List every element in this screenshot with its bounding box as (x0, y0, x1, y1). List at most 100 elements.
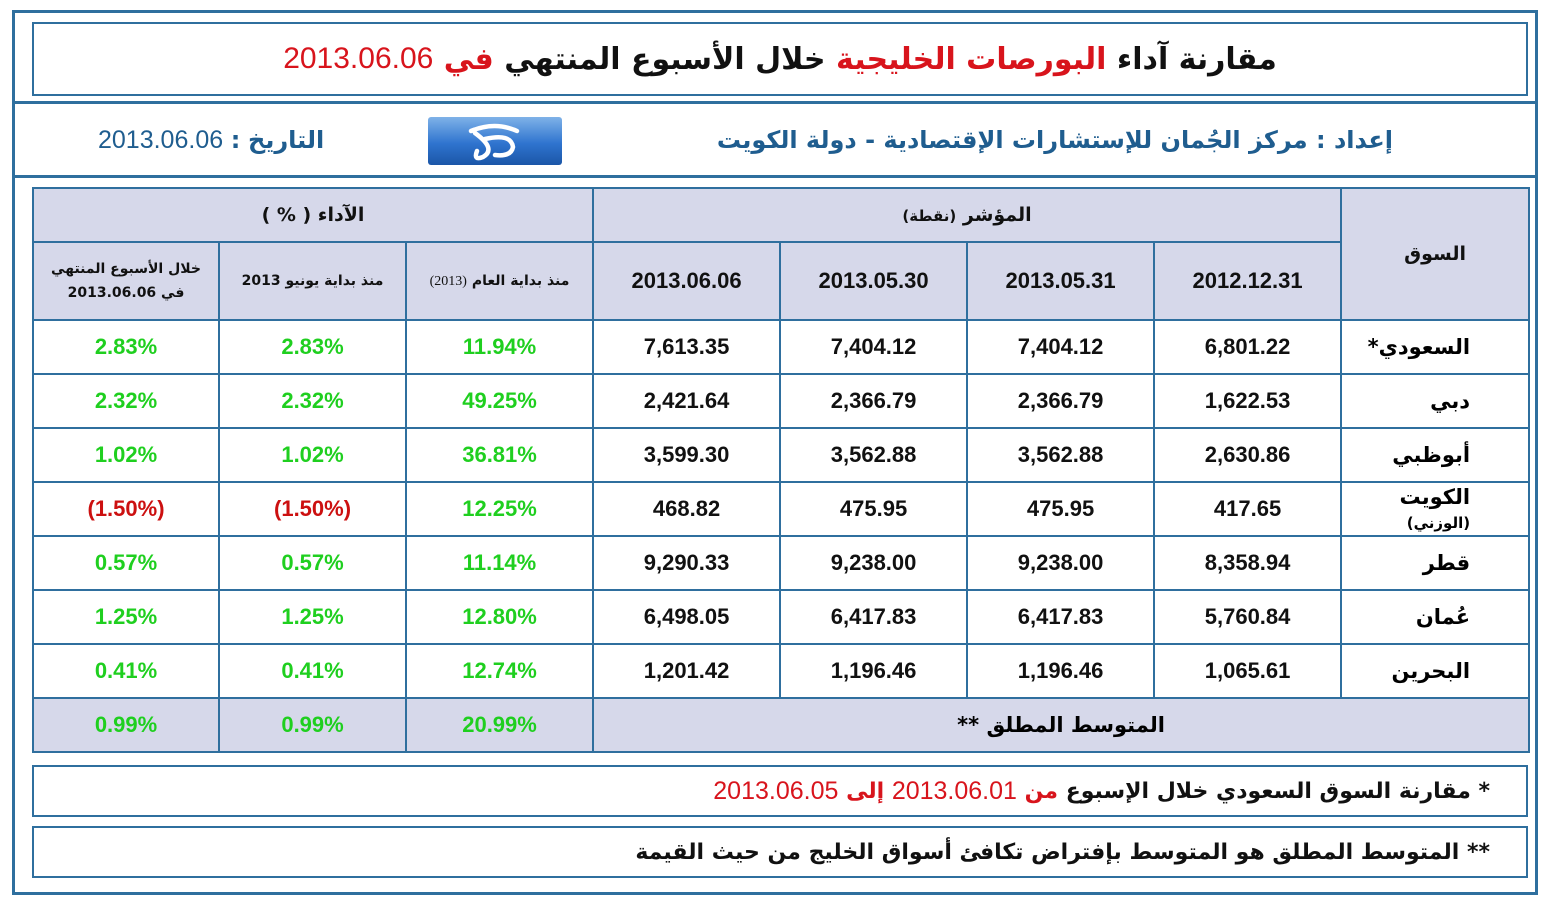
index-value: 1,201.42 (592, 643, 782, 699)
june-value: (1.50%) (218, 481, 408, 537)
note-saudi: * مقارنة السوق السعودي خلال الإسبوع من 2… (32, 765, 1528, 817)
note1-from: من (1024, 778, 1059, 804)
prepared-value: مركز الجُمان للإستشارات الإقتصادية - دول… (716, 126, 1308, 154)
june-value: 1.02% (218, 427, 408, 483)
market-suffix: (الوزني) (1406, 514, 1471, 532)
title-part3: خلال الأسبوع المنتهي (504, 41, 826, 77)
index-value: 1,065.61 (1153, 643, 1343, 699)
index-value: 475.95 (779, 481, 969, 537)
index-value: 1,196.46 (966, 643, 1156, 699)
market-label: أبوظبي (1392, 443, 1471, 467)
index-value: 7,404.12 (779, 319, 969, 375)
date-col-header: 2013.06.06 (592, 241, 782, 321)
performance-header: الآداء ( % ) (31, 187, 595, 243)
table-row: عُمان 5,760.84 6,417.83 6,417.83 6,498.05 12… (31, 589, 1531, 645)
title-part2: البورصات الخليجية (836, 41, 1107, 77)
june-value: 2.83% (218, 319, 408, 375)
index-value: 9,290.33 (592, 535, 782, 591)
table-row: البحرين 1,065.61 1,196.46 1,196.46 1,201.42… (31, 643, 1531, 699)
index-header-unit: (نقطة) (902, 207, 957, 225)
report-date: التاريخ : 2013.06.06 (98, 110, 324, 170)
average-label: المتوسط المطلق ** (592, 697, 1531, 753)
index-header-label: المؤشر (962, 204, 1032, 226)
note1-date1: 2013.06.01 (891, 776, 1017, 805)
index-value: 6,801.22 (1153, 319, 1343, 375)
title-part1: مقارنة آداء (1116, 41, 1277, 77)
june-value: 1.25% (218, 589, 408, 645)
page-title: مقارنة آداء البورصات الخليجية خلال الأسب… (32, 22, 1528, 96)
ytd-value: 12.74% (405, 643, 595, 699)
table-body: السعودي* 6,801.22 7,404.12 7,404.12 7,613.3… (31, 319, 1531, 699)
index-value: 417.65 (1153, 481, 1343, 537)
index-value: 2,630.86 (1153, 427, 1343, 483)
date-label: التاريخ (248, 126, 325, 154)
index-value: 7,404.12 (966, 319, 1156, 375)
week-value: 0.41% (31, 643, 221, 699)
index-value: 7,613.35 (592, 319, 782, 375)
market-name: عُمان (1340, 589, 1531, 645)
table-row: الكويت (الوزني) 417.65 475.95 475.95 468.82 1… (31, 481, 1531, 537)
market-name: قطر (1340, 535, 1531, 591)
index-value: 5,760.84 (1153, 589, 1343, 645)
ytd-col-header: منذ بداية العام (2013) (405, 241, 595, 321)
prepared-sep: : (1316, 126, 1326, 154)
index-value: 475.95 (966, 481, 1156, 537)
ytd-col-label: منذ بداية العام (471, 272, 570, 289)
note1-to: إلى (846, 778, 885, 804)
ytd-value: 12.25% (405, 481, 595, 537)
date-col-header: 2013.05.31 (966, 241, 1156, 321)
date-sep: : (230, 126, 241, 154)
table-row: أبوظبي 2,630.86 3,562.88 3,562.88 3,599.30 3… (31, 427, 1531, 483)
markets-table: السوق المؤشر (نقطة) الآداء ( % ) 2012.12… (31, 187, 1531, 753)
week-value: (1.50%) (31, 481, 221, 537)
title-date: 2013.06.06 (283, 42, 434, 75)
market-name: البحرين (1340, 643, 1531, 699)
divider (12, 175, 1538, 178)
june-value: 2.32% (218, 373, 408, 429)
divider (12, 101, 1538, 104)
index-value: 3,562.88 (966, 427, 1156, 483)
ytd-value: 11.94% (405, 319, 595, 375)
market-label: الكويت (1399, 485, 1471, 509)
note1-text: * مقارنة السوق السعودي خلال الإسبوع (1065, 778, 1490, 804)
table-row: قطر 8,358.94 9,238.00 9,238.00 9,290.33 11.1… (31, 535, 1531, 591)
market-label: عُمان (1415, 605, 1471, 629)
market-label: البحرين (1391, 659, 1471, 683)
market-label: قطر (1422, 551, 1471, 575)
note-average: ** المتوسط المطلق هو المتوسط بإفتراض تكا… (32, 826, 1528, 878)
ytd-value: 11.14% (405, 535, 595, 591)
index-value: 6,417.83 (779, 589, 969, 645)
ytd-value: 49.25% (405, 373, 595, 429)
market-name: السعودي* (1340, 319, 1531, 375)
week-col-line1: خلال الأسبوع المنتهي (51, 261, 201, 277)
aljuman-logo-icon (428, 117, 562, 165)
june-col-header: منذ بداية يونيو 2013 (218, 241, 408, 321)
note2-text: ** المتوسط المطلق هو المتوسط بإفتراض تكا… (635, 839, 1490, 865)
june-value: 0.41% (218, 643, 408, 699)
index-header: المؤشر (نقطة) (592, 187, 1343, 243)
index-value: 6,498.05 (592, 589, 782, 645)
date-col-header: 2013.05.30 (779, 241, 969, 321)
ytd-value: 12.80% (405, 589, 595, 645)
index-value: 9,238.00 (966, 535, 1156, 591)
index-value: 2,421.64 (592, 373, 782, 429)
market-name: أبوظبي (1340, 427, 1531, 483)
market-label: السعودي* (1367, 335, 1471, 359)
index-value: 9,238.00 (779, 535, 969, 591)
market-label: دبي (1430, 389, 1471, 413)
report-frame (12, 10, 1538, 895)
market-name: دبي (1340, 373, 1531, 429)
index-value: 6,417.83 (966, 589, 1156, 645)
average-june: 0.99% (218, 697, 408, 753)
title-part4: في (443, 41, 494, 77)
index-value: 3,599.30 (592, 427, 782, 483)
week-value: 2.83% (31, 319, 221, 375)
week-value: 0.57% (31, 535, 221, 591)
average-row: المتوسط المطلق ** 20.99% 0.99% 0.99% (31, 697, 1531, 753)
ytd-value: 36.81% (405, 427, 595, 483)
week-value: 1.25% (31, 589, 221, 645)
index-value: 1,622.53 (1153, 373, 1343, 429)
prepared-by: إعداد : مركز الجُمان للإستشارات الإقتصاد… (717, 110, 1393, 170)
week-value: 2.32% (31, 373, 221, 429)
index-value: 8,358.94 (1153, 535, 1343, 591)
